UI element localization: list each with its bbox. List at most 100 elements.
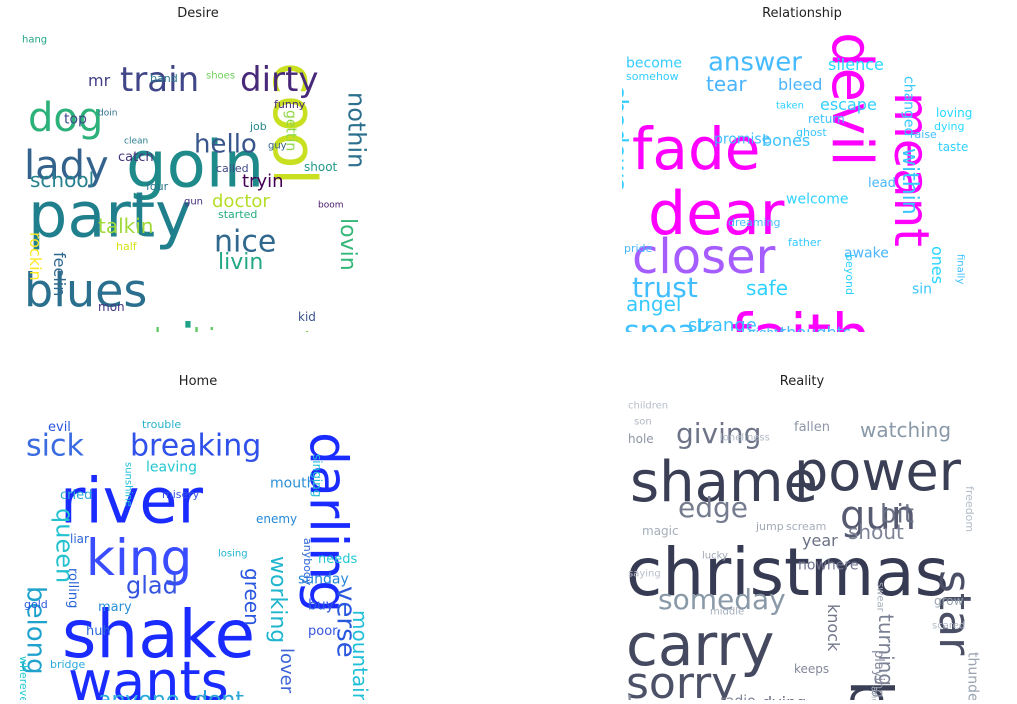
wordcloud-word: sunshine xyxy=(123,462,134,507)
wordcloud-word: strange xyxy=(688,315,757,332)
wordcloud-word: misery xyxy=(162,488,200,501)
wordcloud-word: meant xyxy=(883,92,939,247)
wordcloud-word: bridge xyxy=(50,658,86,671)
wordcloud-word: dog xyxy=(28,95,103,141)
wordcloud-word: awake xyxy=(844,246,889,262)
wordcloud-word: lookin xyxy=(154,323,232,332)
wordcloud-word: turning xyxy=(874,614,898,686)
wordcloud-word: bit xyxy=(880,499,914,529)
wordcloud-word: shame xyxy=(630,450,818,515)
wordcloud-word: verse xyxy=(331,586,361,658)
wordcloud-word: dying xyxy=(762,693,806,700)
wordcloud-word: faith xyxy=(730,300,871,332)
wordcloud-word: lead xyxy=(868,176,896,191)
wordcloud-word: belong xyxy=(21,586,51,675)
wordcloud-word: gun xyxy=(840,493,916,539)
wordcloud-word: tear xyxy=(706,72,747,96)
wordcloud-word: gold xyxy=(24,598,48,611)
wordcloud-word: power xyxy=(794,440,962,503)
wordcloud-word: children xyxy=(628,400,668,411)
wordcloud-word: speak xyxy=(624,315,714,332)
wordcloud-word: tryin xyxy=(242,171,284,192)
wordcloud-word: grow xyxy=(934,594,964,608)
wordcloud-word: doin xyxy=(98,109,117,119)
wordcloud-word: talkin xyxy=(98,214,153,238)
wordcloud-word: escape xyxy=(820,95,877,114)
wordcloud-word: called xyxy=(216,162,249,175)
wordcloud-word: devil xyxy=(819,32,884,166)
wordcloud-word: shake xyxy=(62,596,255,673)
panel-title-reality: Reality xyxy=(779,374,825,389)
wordcloud-word: become xyxy=(626,56,682,72)
wordcloud-word: mary xyxy=(98,600,132,615)
wordcloud-home-svg: river shake king wants darling breaking sick be… xyxy=(18,418,372,700)
wordcloud-word: rockin xyxy=(26,232,45,281)
panel-title-home: Home xyxy=(178,374,218,389)
wordcloud-word: liar xyxy=(70,532,89,546)
wordcloud-word: promise xyxy=(714,132,770,148)
wordcloud-word: ones xyxy=(928,246,947,284)
wordcloud-word: hello xyxy=(194,129,257,159)
wordcloud-word: school xyxy=(30,168,94,192)
wordcloud-word: half xyxy=(116,240,138,253)
wordcloud-home: river shake king wants darling breaking sick be… xyxy=(18,390,378,700)
wordcloud-word: sin xyxy=(912,282,932,298)
wordcloud-word: year xyxy=(802,531,838,550)
wordcloud-word: darling xyxy=(297,432,357,613)
wordcloud-word: blues xyxy=(24,263,147,317)
wordcloud-word: ghost xyxy=(796,126,827,139)
wordcloud-word: fallen xyxy=(794,420,830,435)
wordcloud-word: evil xyxy=(48,420,71,435)
wordcloud-word: doctor xyxy=(212,191,270,212)
wordcloud-word: shoes xyxy=(206,70,235,81)
wordcloud-word: sorry xyxy=(626,658,737,700)
wordcloud-word: lovin xyxy=(335,218,360,271)
wordcloud-word: lover xyxy=(276,648,297,694)
wordcloud-word: playing xyxy=(871,650,886,698)
wordcloud-word: leaving xyxy=(146,460,197,476)
wordcloud-word: scream xyxy=(786,520,826,533)
wordcloud-word: thunder xyxy=(964,652,980,700)
wordcloud-word: enemy xyxy=(256,512,297,526)
wordcloud-word: raise xyxy=(910,128,937,141)
wordcloud-word: buy xyxy=(308,598,334,614)
wordcloud-word: trust xyxy=(632,271,698,304)
wordcloud-word: keeps xyxy=(794,662,829,676)
wordcloud-word: changed xyxy=(900,76,916,136)
wordcloud-word: nice xyxy=(214,225,276,260)
wordcloud-word: mountain xyxy=(348,610,372,700)
wordcloud-word: trouble xyxy=(142,418,181,431)
wordcloud-word: party xyxy=(28,178,192,251)
wordcloud-word: kid xyxy=(298,310,316,324)
wordcloud-word: son xyxy=(634,416,652,427)
wordcloud-word: nights xyxy=(748,326,785,332)
wordcloud-word: cried xyxy=(60,488,92,503)
wordcloud-word: magic xyxy=(642,524,679,538)
wordcloud-word: top xyxy=(64,112,87,128)
wordcloud-word: started xyxy=(218,208,257,221)
wordcloud-word: train xyxy=(120,60,199,100)
wordcloud-word: dreaming xyxy=(728,216,781,229)
wordcloud-word: dirty xyxy=(240,60,318,100)
wordcloud-word: carry xyxy=(626,611,774,679)
wordcloud-word: river xyxy=(60,464,204,537)
wordcloud-word: mon xyxy=(98,300,125,314)
wordcloud-word: bones xyxy=(762,131,810,150)
wordcloud-word: band xyxy=(150,72,178,85)
panel-title-relationship: Relationship xyxy=(762,6,842,21)
wordcloud-word: sick xyxy=(26,429,84,464)
wordcloud-word: watching xyxy=(860,418,951,442)
wordcloud-word: finally xyxy=(955,254,966,284)
wordcloud-word: green xyxy=(240,568,264,626)
wordcloud-word: answer xyxy=(708,47,802,77)
wordcloud-word: glad xyxy=(126,572,178,600)
wordcloud-word: job xyxy=(249,120,267,133)
wordcloud-word: wants xyxy=(68,650,229,700)
wordcloud-word: queen xyxy=(50,508,78,583)
wordcloud-word: closer xyxy=(632,229,776,285)
wordcloud-word: anybody xyxy=(301,538,314,586)
wordcloud-word: mouth xyxy=(270,476,315,492)
wordcloud-word: jump xyxy=(755,520,784,533)
